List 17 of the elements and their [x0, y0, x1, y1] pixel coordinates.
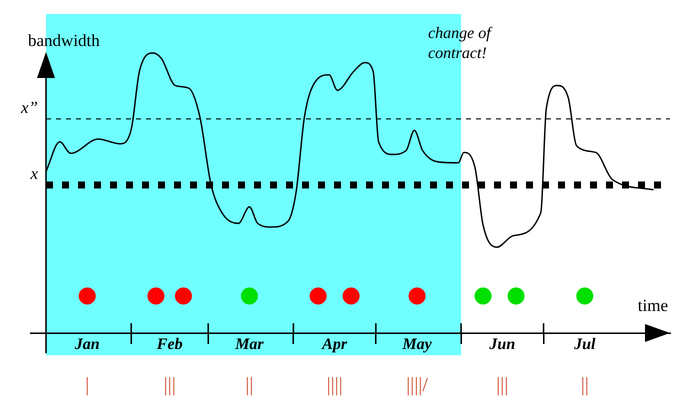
ref-line-label: x” [20, 98, 38, 117]
x-tick-label: Feb [156, 336, 183, 353]
x-tick-label: Jul [573, 336, 596, 353]
x-tick-label: May [401, 336, 433, 353]
text: |||| [326, 374, 343, 396]
text: ||| [496, 374, 508, 396]
x-axis-title: time [638, 296, 668, 316]
x-tick-label: Jun [488, 336, 516, 353]
x-tick-label: Jan [74, 336, 100, 353]
text: || [580, 374, 589, 396]
ref-line-label: x [29, 164, 38, 183]
text: || [245, 374, 254, 396]
text: ||||/ [406, 374, 428, 396]
x-tick-label: Apr [321, 336, 348, 353]
x-tick-label: Mar [234, 336, 264, 353]
text: ||| [164, 374, 176, 396]
text: | [85, 374, 90, 396]
